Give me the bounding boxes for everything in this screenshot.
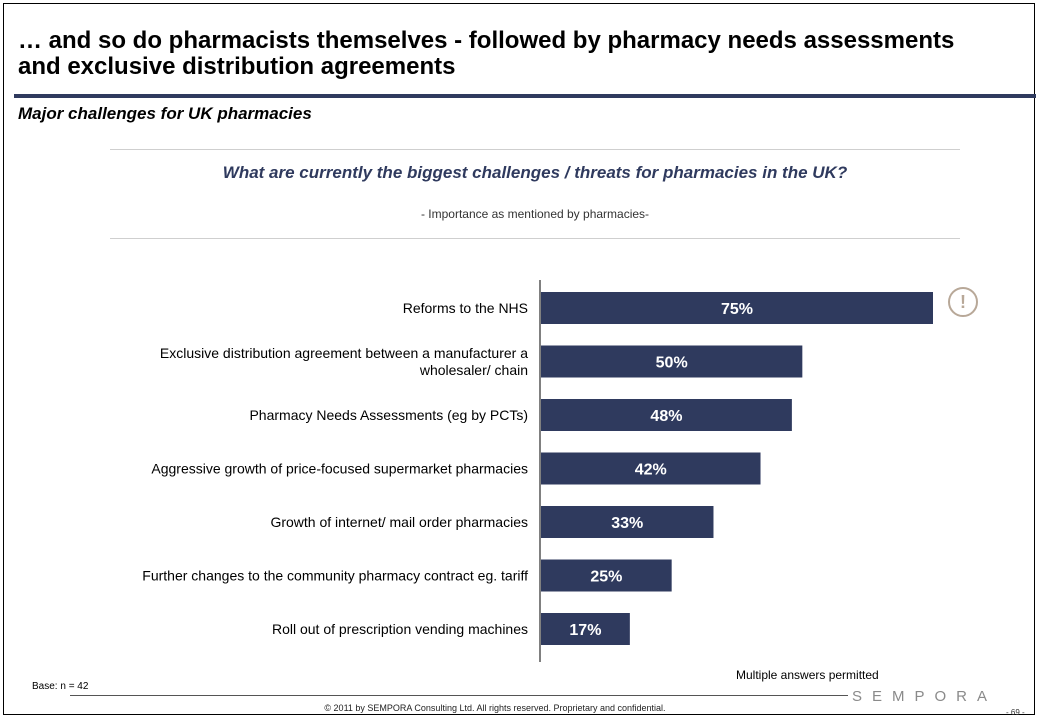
title-divider — [14, 94, 1036, 98]
data-label-0: 75% — [721, 301, 753, 318]
data-label-2: 48% — [650, 408, 682, 425]
slide-subtitle: Major challenges for UK pharmacies — [18, 104, 312, 123]
bar-1 — [541, 345, 803, 378]
category-label-2: Pharmacy Needs Assessments (eg by PCTs) — [249, 407, 528, 423]
data-label-1: 50% — [656, 355, 688, 372]
data-label-4: 33% — [611, 515, 643, 532]
bar-2 — [541, 399, 792, 431]
category-label-6: Roll out of prescription vending machine… — [272, 621, 528, 637]
category-label-3: Aggressive growth of price-focused super… — [151, 461, 528, 477]
data-label-5: 25% — [590, 569, 622, 586]
question-bottom-rule — [110, 238, 960, 239]
data-label-6: 17% — [569, 622, 601, 639]
sempora-logo: SEMPORA — [852, 688, 998, 705]
multiple-answers-note: Multiple answers permitted — [736, 668, 879, 682]
bar-3 — [541, 452, 761, 485]
question-top-rule — [110, 149, 960, 150]
chart-question-subtitle: - Importance as mentioned by pharmacies- — [420, 207, 650, 221]
slide-frame — [3, 3, 1035, 715]
bar-6 — [541, 613, 630, 645]
chart-question: What are currently the biggest challenge… — [222, 163, 848, 182]
category-label-4: Growth of internet/ mail order pharmacie… — [270, 514, 528, 530]
category-label-5: Further changes to the community pharmac… — [142, 568, 528, 584]
footer-divider — [70, 695, 848, 696]
alert-icon: ! — [948, 287, 978, 317]
copyright-text: © 2011 by SEMPORA Consulting Ltd. All ri… — [324, 703, 666, 713]
bar-4 — [541, 506, 714, 538]
data-label-3: 42% — [635, 462, 667, 479]
bar-0 — [541, 292, 933, 324]
slide-title: … and so do pharmacists themselves - fol… — [18, 27, 955, 80]
category-label-1: Exclusive distribution agreement between… — [160, 345, 528, 378]
bar-5 — [541, 559, 672, 592]
base-note: Base: n = 42 — [32, 681, 89, 692]
category-label-0: Reforms to the NHS — [403, 300, 528, 316]
page-number: - 69 - — [1006, 708, 1025, 717]
bar-chart: 75% Reforms to the NHS 50% Exclusive distri… — [142, 280, 933, 662]
